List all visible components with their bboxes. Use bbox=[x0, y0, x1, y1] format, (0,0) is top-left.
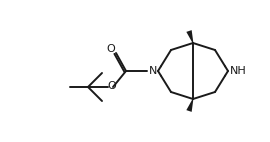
Polygon shape bbox=[186, 30, 193, 43]
Polygon shape bbox=[186, 99, 193, 112]
Text: NH: NH bbox=[230, 66, 247, 76]
Text: N: N bbox=[149, 66, 157, 76]
Text: O: O bbox=[108, 81, 116, 91]
Text: O: O bbox=[107, 44, 115, 54]
